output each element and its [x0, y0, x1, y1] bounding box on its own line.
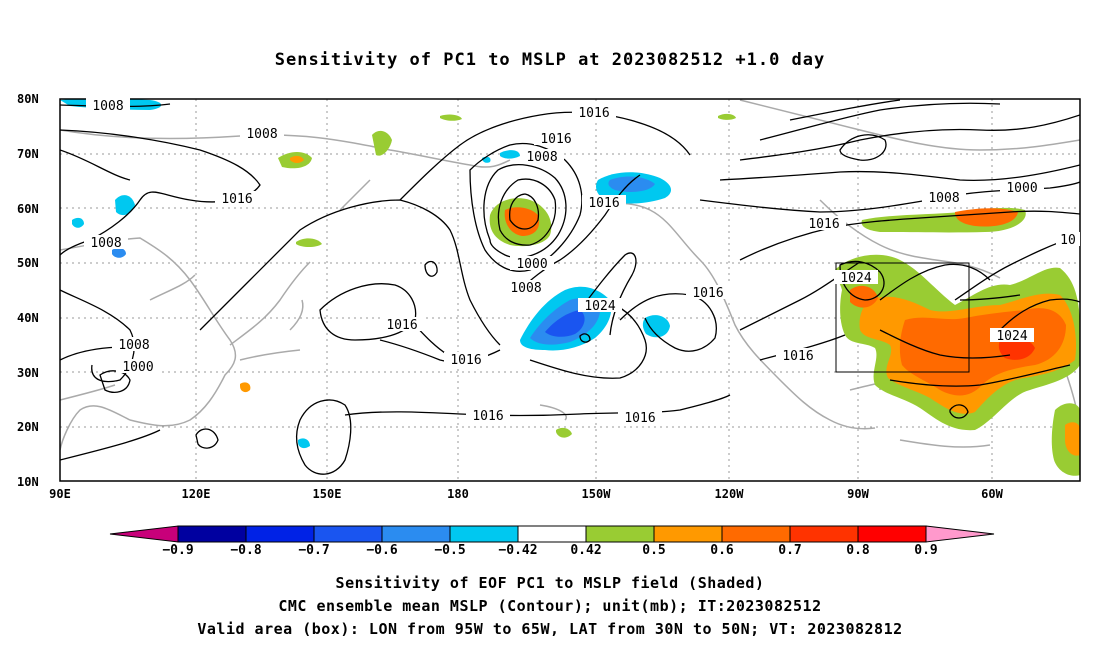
colorbar	[109, 525, 995, 543]
lat-label: 10N	[17, 475, 39, 489]
contour-label: 1000	[516, 257, 547, 272]
contour-label: 1008	[928, 191, 959, 206]
lon-label: 150E	[312, 487, 342, 501]
colorbar-tick-label: −0.5	[434, 543, 466, 558]
lon-label: 180	[447, 487, 469, 501]
contour-label: 1016	[386, 318, 417, 333]
contour-label: 10	[1060, 233, 1076, 248]
mslp-contours	[60, 99, 1080, 475]
colorbar-tick-label: −0.9	[162, 543, 194, 558]
lon-label: 90W	[847, 487, 869, 501]
colorbar-tick-label: −0.7	[298, 543, 330, 558]
contour-label: 1024	[584, 299, 615, 314]
contour-label: 1016	[624, 411, 655, 426]
colorbar-tick-label: 0.42	[570, 543, 602, 558]
contour-labels: 1008 1008 1016 1008 1008 1000 1016 1016 …	[84, 98, 1080, 426]
valid-area-box	[835, 262, 970, 373]
colorbar-tick-label: 0.8	[846, 543, 870, 558]
contour-label: 1016	[578, 106, 609, 121]
contour-label: 1016	[450, 353, 481, 368]
contour-label: 1016	[692, 286, 723, 301]
colorbar-swatch	[313, 525, 383, 543]
colorbar-tick-label: 0.7	[778, 543, 802, 558]
lat-label: 60N	[17, 202, 39, 216]
lat-label: 50N	[17, 256, 39, 270]
contour-label: 1016	[472, 409, 503, 424]
colorbar-tick-label: −0.8	[230, 543, 262, 558]
contour-label: 1016	[808, 217, 839, 232]
colorbar-swatch	[517, 525, 587, 543]
lat-label: 40N	[17, 311, 39, 325]
contour-label: 1000	[1006, 181, 1037, 196]
lon-label: 120E	[181, 487, 211, 501]
contour-label: 1008	[118, 338, 149, 353]
contour-label: 1016	[588, 196, 619, 211]
colorbar-tick-label: 0.6	[710, 543, 734, 558]
colorbar-tick-label: −0.42	[498, 543, 538, 558]
lon-label: 60W	[981, 487, 1003, 501]
contour-label: 1008	[526, 150, 557, 165]
colorbar-swatch	[177, 525, 247, 543]
contour-label: 1008	[92, 99, 123, 114]
colorbar-swatch	[245, 525, 315, 543]
colorbar-tick-label: 0.9	[914, 543, 938, 558]
plot-title: Sensitivity of PC1 to MSLP at 2023082512…	[274, 50, 826, 70]
contour-label: 1024	[840, 271, 871, 286]
contour-label: 1016	[221, 192, 252, 207]
caption-line-2: CMC ensemble mean MSLP (Contour); unit(m…	[278, 597, 822, 615]
caption-line-1: Sensitivity of EOF PC1 to MSLP field (Sh…	[335, 574, 765, 592]
colorbar-swatch	[653, 525, 723, 543]
map-frame	[59, 98, 1081, 482]
colorbar-tick-label: 0.5	[642, 543, 666, 558]
caption-line-3: Valid area (box): LON from 95W to 65W, L…	[197, 620, 903, 638]
colorbar-swatch	[585, 525, 655, 543]
contour-label: 1008	[246, 127, 277, 142]
colorbar-over-triangle	[925, 525, 995, 543]
lat-label: 70N	[17, 147, 39, 161]
contour-label: 1024	[996, 329, 1027, 344]
colorbar-swatch	[721, 525, 791, 543]
lat-label: 20N	[17, 420, 39, 434]
contour-label: 1008	[90, 236, 121, 251]
lat-label: 80N	[17, 92, 39, 106]
contour-label: 1008	[510, 281, 541, 296]
colorbar-swatch	[381, 525, 451, 543]
contour-label: 1000	[122, 360, 153, 375]
colorbar-swatch	[449, 525, 519, 543]
lon-label: 120W	[714, 487, 744, 501]
colorbar-swatch	[789, 525, 859, 543]
colorbar-tick-label: −0.6	[366, 543, 398, 558]
contour-label: 1016	[540, 132, 571, 147]
colorbar-swatch	[857, 525, 927, 543]
lon-label: 90E	[49, 487, 71, 501]
colorbar-under-triangle	[109, 525, 179, 543]
contour-label: 1016	[782, 349, 813, 364]
lat-label: 30N	[17, 366, 39, 380]
lon-label: 150W	[581, 487, 611, 501]
